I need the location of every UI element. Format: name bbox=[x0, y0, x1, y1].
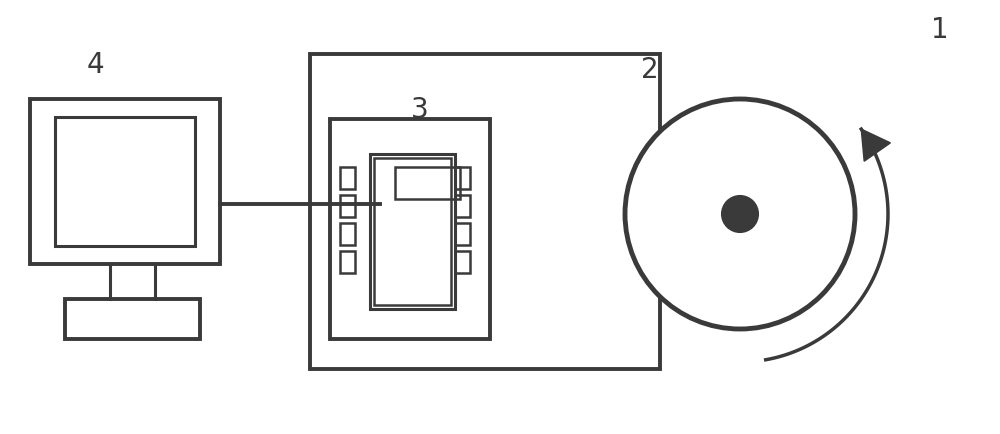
Bar bbox=[55, 118, 195, 247]
Bar bbox=[65, 299, 200, 339]
Bar bbox=[374, 159, 451, 305]
Circle shape bbox=[625, 100, 855, 329]
Circle shape bbox=[722, 197, 758, 233]
Bar bbox=[340, 168, 355, 190]
Text: 3: 3 bbox=[411, 96, 429, 124]
Bar bbox=[330, 120, 490, 339]
Bar bbox=[455, 196, 470, 217]
Bar bbox=[395, 168, 460, 200]
Bar bbox=[340, 196, 355, 217]
Polygon shape bbox=[861, 130, 890, 162]
Bar bbox=[30, 100, 220, 264]
Bar bbox=[455, 251, 470, 273]
Bar bbox=[340, 251, 355, 273]
Bar bbox=[310, 55, 660, 369]
Bar bbox=[340, 224, 355, 246]
Text: 1: 1 bbox=[931, 16, 949, 44]
Text: 2: 2 bbox=[641, 56, 659, 84]
Bar bbox=[455, 168, 470, 190]
Bar bbox=[370, 155, 455, 309]
Bar bbox=[455, 224, 470, 246]
Text: 4: 4 bbox=[86, 51, 104, 79]
